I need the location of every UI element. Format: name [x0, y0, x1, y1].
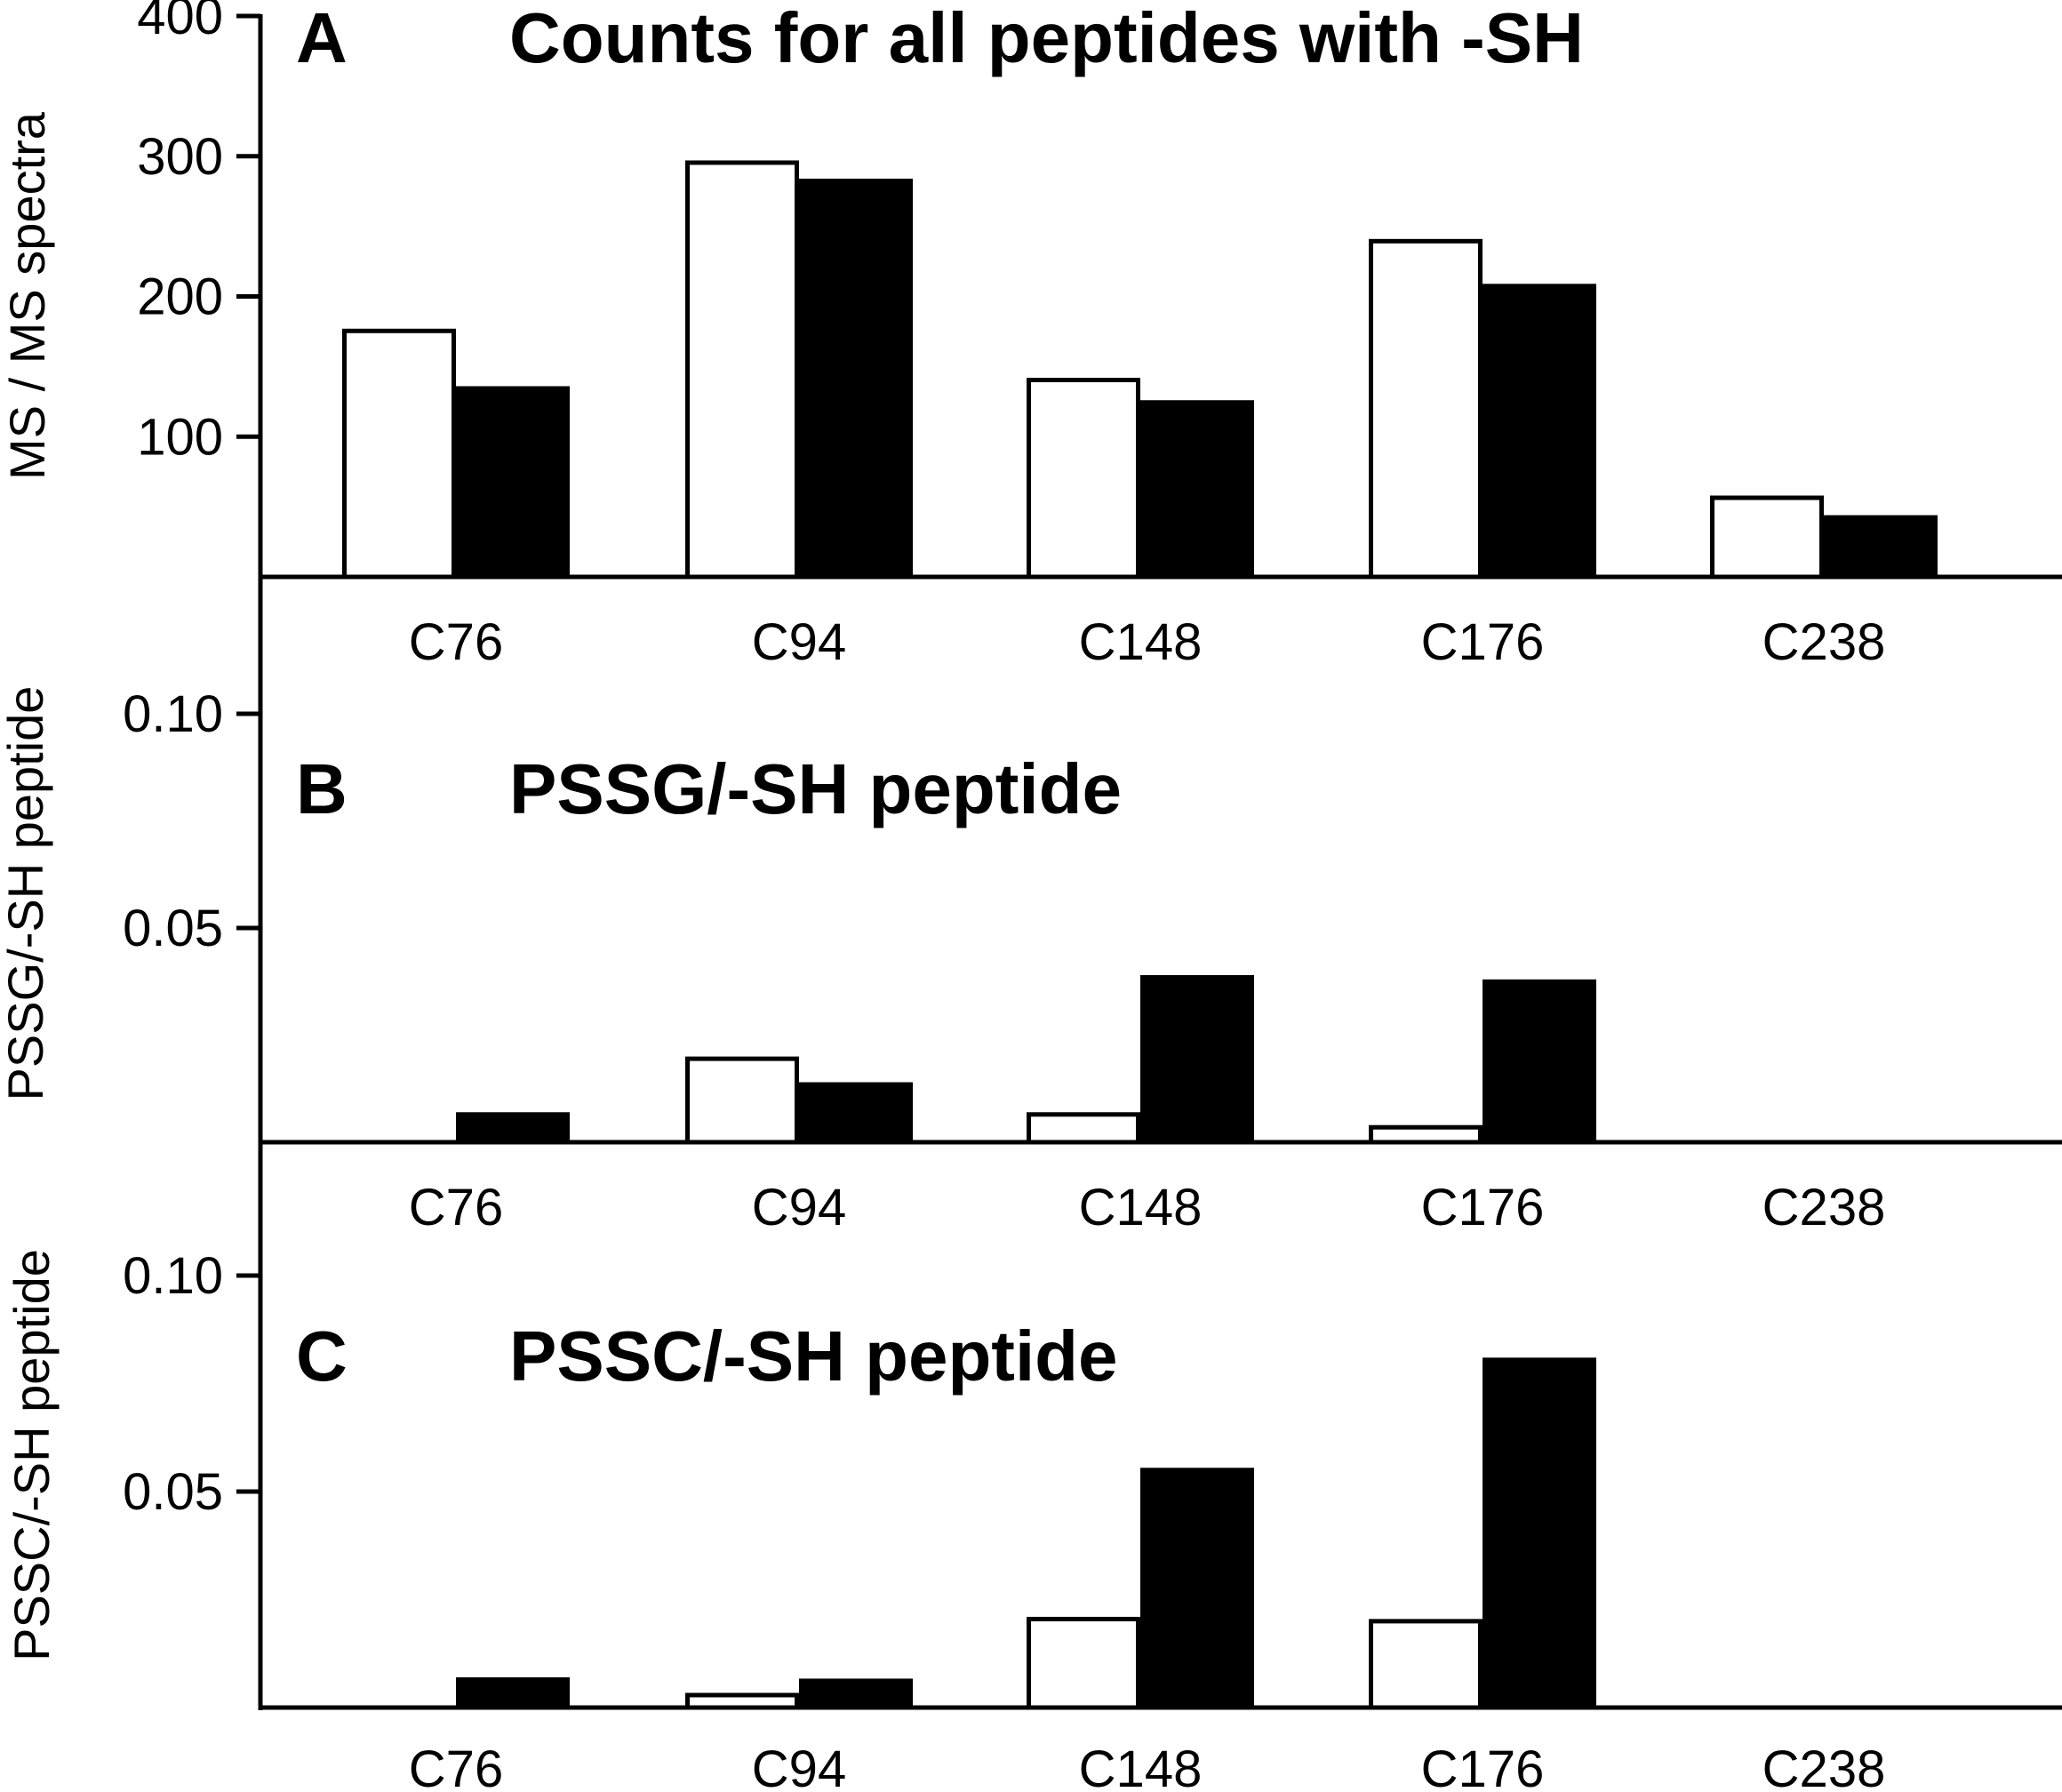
bar-filled: [1483, 1357, 1596, 1708]
y-tick-label: 0.10: [123, 685, 223, 743]
bar-open: [1027, 377, 1140, 580]
y-tick-label: 100: [137, 408, 223, 466]
category-label: C76: [409, 1740, 503, 1792]
category-label: C176: [1421, 1740, 1545, 1792]
bar-filled: [799, 1082, 913, 1142]
y-tick-label: 0.05: [123, 900, 223, 957]
bar-open: [1369, 1619, 1483, 1710]
panel-letter: B: [296, 749, 348, 828]
bar-open: [685, 160, 799, 580]
y-axis-title: MS / MS spectra: [0, 111, 55, 480]
category-label: C176: [1421, 613, 1545, 671]
y-tick-label: 400: [137, 0, 223, 45]
bar-filled: [1140, 400, 1254, 577]
panel-title: PSSC/-SH peptide: [509, 1316, 1118, 1396]
category-label: C238: [1762, 1740, 1886, 1792]
panel-a: A Counts for all peptides with -SH MS / …: [0, 0, 2062, 671]
bar-filled: [1140, 975, 1254, 1142]
bar-open: [1369, 1124, 1483, 1145]
y-tick-label: 300: [137, 128, 223, 186]
bar-filled: [1824, 515, 1938, 577]
category-label: C94: [752, 613, 846, 671]
bar-open: [685, 1692, 799, 1710]
bar-filled: [456, 386, 570, 577]
y-axis-title: PSSC/-SH peptide: [4, 1249, 60, 1661]
panel-title: PSSG/-SH peptide: [509, 749, 1122, 828]
bar-filled: [456, 1676, 570, 1708]
bar-filled: [799, 178, 913, 578]
panel-title: Counts for all peptides with -SH: [509, 0, 1584, 77]
bar-open: [1710, 495, 1824, 580]
y-tick-label: 0.10: [123, 1247, 223, 1305]
panel-b: B PSSG/-SH peptide PSSG/-SH peptide 0.05…: [0, 685, 2062, 1236]
category-label: C176: [1421, 1179, 1545, 1236]
category-label: C76: [409, 1179, 503, 1236]
category-label: C94: [752, 1740, 846, 1792]
bar-open: [685, 1056, 799, 1145]
y-axis-title: PSSG/-SH peptide: [0, 686, 53, 1101]
y-tick-label: 200: [137, 268, 223, 326]
panel-c: C PSSC/-SH peptide PSSC/-SH peptide 0.05…: [4, 1247, 2062, 1792]
category-label: C238: [1762, 1179, 1886, 1236]
bar-open: [1027, 1112, 1140, 1145]
bar-open: [1027, 1616, 1140, 1710]
bar-filled: [799, 1678, 913, 1708]
panel-letter: C: [296, 1316, 348, 1396]
category-label: C238: [1762, 613, 1886, 671]
bar-filled: [1140, 1468, 1254, 1708]
bar-filled: [456, 1112, 570, 1142]
category-label: C148: [1079, 1740, 1203, 1792]
bar-open: [342, 328, 456, 580]
category-label: C148: [1079, 1179, 1203, 1236]
category-label: C94: [752, 1179, 846, 1236]
y-tick-label: 0.05: [123, 1463, 223, 1521]
panel-letter: A: [296, 0, 348, 77]
category-label: C148: [1079, 613, 1203, 671]
bar-open: [1369, 238, 1483, 580]
bar-filled: [1483, 979, 1596, 1142]
category-label: C76: [409, 613, 503, 671]
bar-filled: [1483, 284, 1596, 577]
